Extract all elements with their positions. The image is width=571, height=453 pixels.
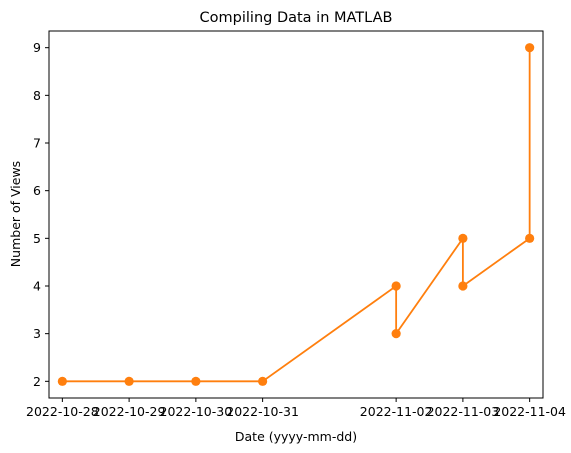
y-tick-label: 5: [33, 231, 41, 246]
x-axis-label: Date (yyyy-mm-dd): [235, 429, 357, 444]
data-point: [525, 233, 535, 243]
data-point: [391, 281, 401, 291]
x-tick-label: 2022-10-31: [226, 404, 299, 419]
y-tick-label: 3: [33, 326, 41, 341]
series-line: [62, 47, 531, 383]
axes-frame: [48, 30, 544, 399]
x-tick-label: 2022-10-29: [93, 404, 166, 419]
plot-area: [57, 43, 535, 386]
y-tick-label: 9: [33, 40, 41, 55]
data-point: [458, 233, 468, 243]
y-tick-label: 2: [33, 374, 41, 389]
x-tick-label: 2022-11-02: [360, 404, 433, 419]
data-point: [57, 376, 67, 386]
y-tick-label: 7: [33, 136, 41, 151]
data-point: [458, 281, 468, 291]
y-tick-label: 4: [33, 278, 41, 293]
x-tick-label: 2022-10-28: [26, 404, 99, 419]
y-axis: 2 3 4 5 6 7 8 9: [33, 40, 49, 389]
data-point: [124, 376, 134, 386]
data-point: [191, 376, 201, 386]
y-tick-label: 6: [33, 183, 41, 198]
chart-title: Compiling Data in MATLAB: [200, 10, 393, 26]
x-tick-label: 2022-11-03: [427, 404, 500, 419]
x-tick-label: 2022-11-04: [493, 404, 566, 419]
data-point: [258, 376, 268, 386]
data-point: [525, 43, 535, 53]
y-tick-label: 8: [33, 88, 41, 103]
data-point: [391, 329, 401, 339]
x-tick-label: 2022-10-30: [160, 404, 233, 419]
x-axis: 2022-10-282022-10-292022-10-302022-10-31…: [26, 398, 566, 419]
y-axis-label: Number of Views: [8, 161, 23, 267]
